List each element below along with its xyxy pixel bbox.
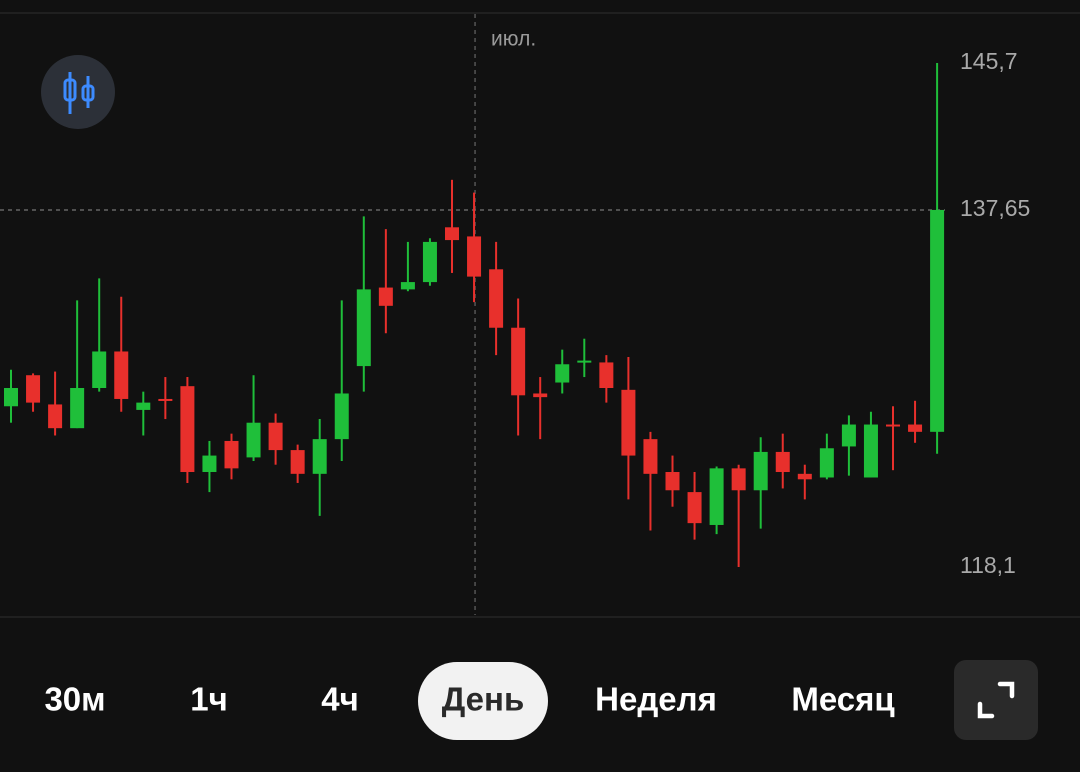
candle-body	[467, 236, 482, 277]
candle-body	[863, 424, 878, 478]
candle-body	[136, 402, 151, 410]
candle-body	[92, 351, 107, 389]
fullscreen-button[interactable]	[954, 660, 1038, 740]
candle-body	[753, 451, 768, 491]
button-bg	[954, 660, 1038, 740]
candle-body	[599, 362, 614, 389]
tab-selected-bg	[418, 662, 548, 740]
last-price-label: 137,65	[960, 195, 1030, 221]
timeframe-tab[interactable]: 30м	[44, 681, 105, 718]
timeframe-tab[interactable]: Месяц	[791, 681, 894, 718]
candle-body	[643, 439, 658, 474]
candle-body	[224, 440, 239, 469]
candle-body	[422, 241, 437, 283]
candle-body	[312, 439, 327, 474]
candle-body	[709, 468, 724, 525]
candle-body	[886, 424, 900, 427]
candle-body	[908, 424, 923, 432]
candle-body	[930, 209, 945, 432]
candle-body	[246, 422, 261, 458]
candle-body	[731, 468, 746, 491]
candle-body	[26, 375, 41, 403]
candle-body	[555, 364, 570, 383]
candle-body	[400, 282, 415, 290]
candle-body	[4, 388, 18, 407]
timeframe-tab[interactable]: 4ч	[321, 681, 359, 718]
candle-body	[665, 472, 680, 491]
timeframe-tab[interactable]: Неделя	[595, 681, 717, 718]
candle-body	[577, 360, 592, 363]
candle-body	[114, 351, 129, 399]
expand-icon	[977, 681, 1015, 719]
candle-body	[775, 451, 790, 473]
candle-body	[378, 287, 393, 306]
candle-body	[489, 269, 504, 328]
candle-body	[290, 450, 305, 474]
timeframe-tab[interactable]: 1ч	[190, 681, 228, 718]
candle-body	[158, 398, 173, 401]
candle-body	[268, 422, 283, 451]
button-bg	[41, 55, 115, 129]
timeframe-tab[interactable]: День	[442, 681, 524, 718]
month-label: июл.	[491, 28, 536, 51]
candle-body	[533, 393, 548, 398]
candle-body	[356, 289, 371, 367]
timeframe-bar: 30м 1ч 4ч День Неделя Месяц	[44, 662, 895, 740]
candle-body	[621, 389, 636, 456]
y-tick-label: 118,1	[960, 552, 1016, 578]
candle-body	[70, 388, 85, 429]
candle-body	[511, 327, 526, 396]
candles-icon	[63, 72, 95, 114]
candle-body	[202, 455, 217, 473]
candle-body	[819, 448, 834, 478]
candle-body	[48, 404, 63, 429]
candle-body	[687, 492, 702, 524]
candle-body	[334, 393, 349, 440]
candle-body	[797, 473, 812, 480]
candle-body	[445, 227, 459, 241]
candle-body	[841, 424, 856, 447]
chart-type-button[interactable]	[41, 55, 115, 129]
y-tick-label: 145,7	[960, 48, 1018, 74]
candle-body	[180, 386, 195, 473]
plot-area: июл. 145,7 118,1 137,65	[0, 14, 1030, 615]
